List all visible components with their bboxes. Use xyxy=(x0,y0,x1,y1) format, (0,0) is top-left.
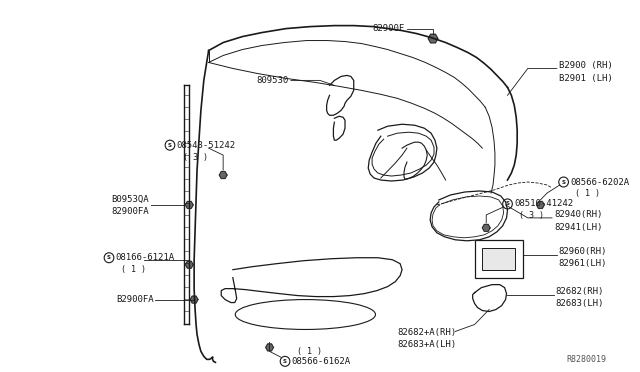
Text: 82900FA: 82900FA xyxy=(111,208,148,217)
Text: B0953QA: B0953QA xyxy=(111,195,148,205)
Text: 82682+A(RH): 82682+A(RH) xyxy=(397,328,456,337)
Bar xyxy=(483,248,515,270)
Text: S: S xyxy=(283,359,287,364)
Text: ( 3 ): ( 3 ) xyxy=(182,153,207,161)
Text: 82683+A(LH): 82683+A(LH) xyxy=(397,340,456,349)
Text: R8280019: R8280019 xyxy=(566,355,607,364)
Text: 82961(LH): 82961(LH) xyxy=(559,259,607,268)
Text: B2900 (RH): B2900 (RH) xyxy=(559,61,612,70)
Text: ( 1 ): ( 1 ) xyxy=(297,347,322,356)
Text: S: S xyxy=(562,180,566,185)
Text: 82682(RH): 82682(RH) xyxy=(556,287,604,296)
Text: 08566-6202A: 08566-6202A xyxy=(570,177,630,186)
Polygon shape xyxy=(220,171,227,179)
Polygon shape xyxy=(428,34,438,43)
Text: S: S xyxy=(107,255,111,260)
Text: 08510-41242: 08510-41242 xyxy=(515,199,573,208)
Text: 82683(LH): 82683(LH) xyxy=(556,299,604,308)
Text: 08166-6121A: 08166-6121A xyxy=(116,253,175,262)
Polygon shape xyxy=(186,261,193,268)
Polygon shape xyxy=(483,224,490,231)
Polygon shape xyxy=(186,202,193,208)
Text: B2901 (LH): B2901 (LH) xyxy=(559,74,612,83)
Text: 08543-51242: 08543-51242 xyxy=(177,141,236,150)
Text: S: S xyxy=(506,201,509,206)
Bar xyxy=(475,240,523,278)
Text: 08566-6162A: 08566-6162A xyxy=(292,357,351,366)
Polygon shape xyxy=(536,202,544,208)
Text: 82940(RH): 82940(RH) xyxy=(554,211,602,219)
Text: 82900F: 82900F xyxy=(372,24,405,33)
Text: 82960(RH): 82960(RH) xyxy=(559,247,607,256)
Text: ( 1 ): ( 1 ) xyxy=(575,189,600,199)
Text: S: S xyxy=(168,142,172,148)
Text: 809530: 809530 xyxy=(257,76,289,85)
Text: 82941(LH): 82941(LH) xyxy=(554,223,602,232)
Text: ( 1 ): ( 1 ) xyxy=(120,265,146,274)
Polygon shape xyxy=(190,296,198,303)
Polygon shape xyxy=(266,344,273,351)
Text: ( 3 ): ( 3 ) xyxy=(519,211,544,220)
Text: B2900FA: B2900FA xyxy=(116,295,154,304)
